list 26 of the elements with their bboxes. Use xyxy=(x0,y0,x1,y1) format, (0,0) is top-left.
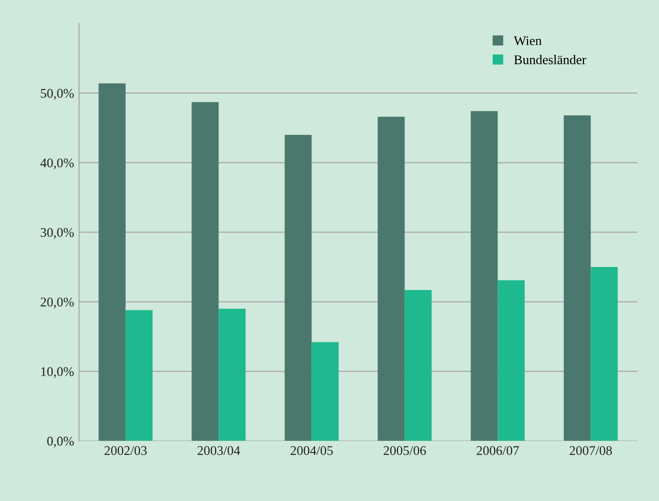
bar xyxy=(564,115,591,441)
y-tick-label: 10,0% xyxy=(41,367,74,378)
y-tick-label: 50,0% xyxy=(40,88,74,100)
y-tick-label: 0,0% xyxy=(47,436,74,448)
x-tick-label: 2003/04 xyxy=(198,446,240,456)
x-tick-label: 2004/05 xyxy=(290,446,333,456)
bar xyxy=(498,280,525,441)
x-tick-label: 2002/03 xyxy=(104,446,147,456)
bar xyxy=(192,102,219,441)
bar xyxy=(470,111,498,441)
bar xyxy=(98,83,126,441)
bar xyxy=(126,310,153,441)
legend-label: Wien xyxy=(514,36,542,46)
x-tick-label: 2005/06 xyxy=(384,446,426,456)
bar xyxy=(378,116,405,441)
y-tick-label: 20,0% xyxy=(40,298,74,308)
legend-label: Bundesländer xyxy=(514,54,586,64)
y-tick-label: 40,0% xyxy=(40,158,74,170)
x-tick-label: 2007/08 xyxy=(570,446,612,456)
bar xyxy=(218,308,246,441)
bar xyxy=(404,290,432,441)
x-tick-label: 2006/07 xyxy=(476,446,519,456)
bar xyxy=(590,266,618,441)
bar xyxy=(284,134,312,441)
bar xyxy=(312,342,339,441)
y-tick-label: 30,0% xyxy=(40,228,74,239)
